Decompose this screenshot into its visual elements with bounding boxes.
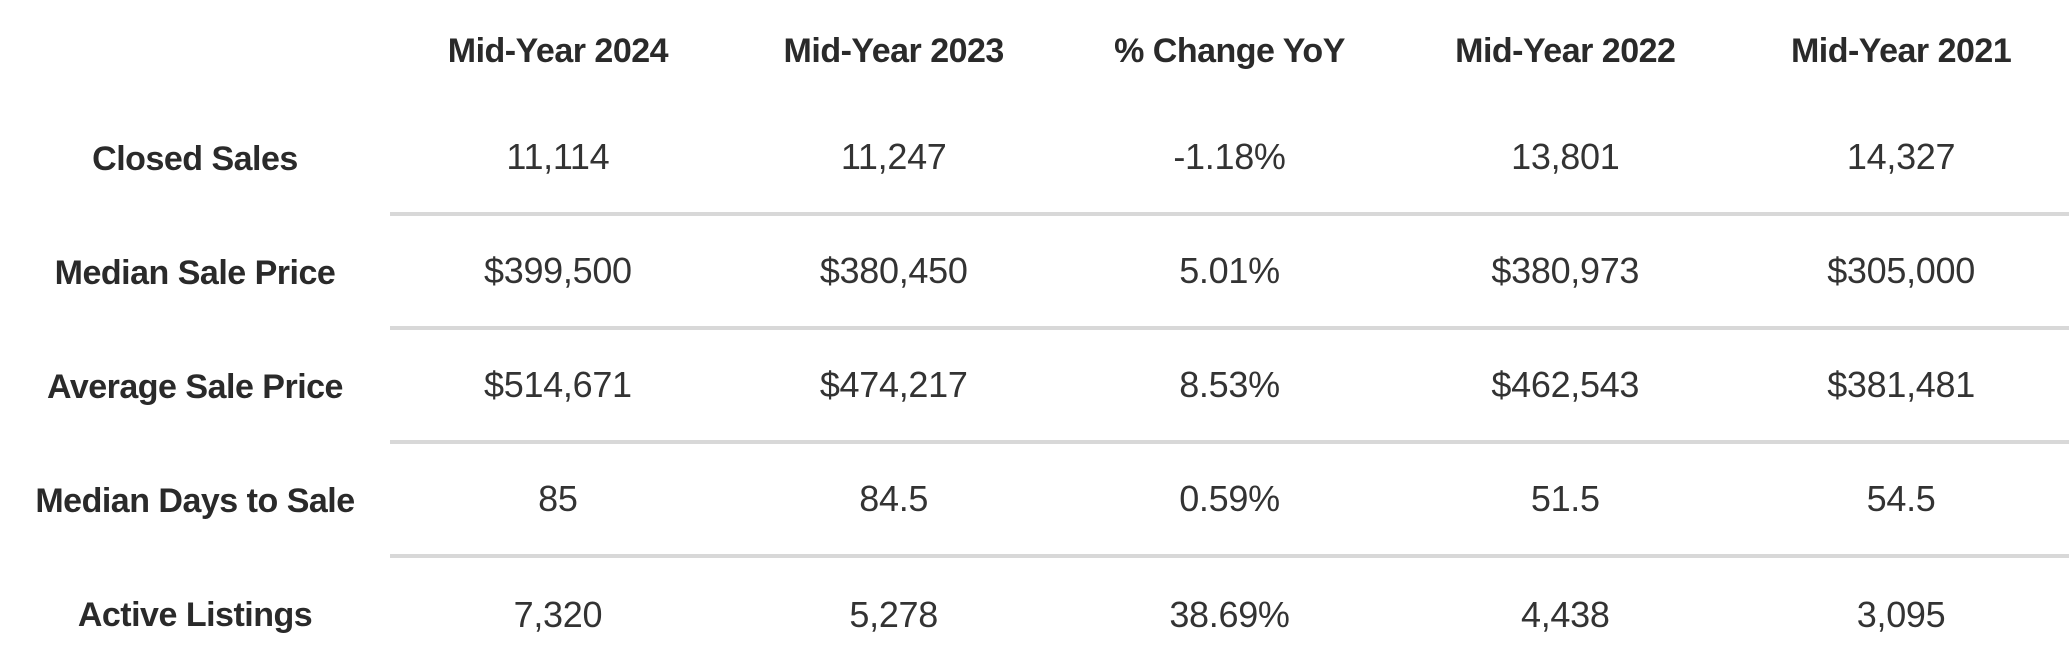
row-label-active-listings: Active Listings bbox=[77, 595, 313, 634]
table-cell: 14,327 bbox=[1733, 102, 2069, 216]
table-cell: 4,438 bbox=[1520, 594, 1610, 635]
table-cell: 13,801 bbox=[1397, 102, 1734, 216]
table-cell: $381,481 bbox=[1733, 330, 2069, 444]
table-cell: 11,114 bbox=[390, 102, 726, 216]
table-cell: 5.01% bbox=[1061, 216, 1398, 330]
table-cell: $380,973 bbox=[1397, 216, 1734, 330]
table-cell: 84.5 bbox=[725, 444, 1062, 558]
table-cell: $462,543 bbox=[1397, 330, 1734, 444]
table-cell: $380,450 bbox=[725, 216, 1062, 330]
table-cell: 54.5 bbox=[1733, 444, 2069, 558]
table-cell: 3,095 bbox=[1856, 594, 1946, 635]
column-header-mid-year-2022: Mid-Year 2022 bbox=[1455, 31, 1676, 70]
row-label-closed-sales: Closed Sales bbox=[92, 139, 298, 178]
table-cell: 0.59% bbox=[1061, 444, 1398, 558]
column-header-mid-year-2023: Mid-Year 2023 bbox=[783, 31, 1005, 70]
table-cell: $474,217 bbox=[725, 330, 1062, 444]
row-label-average-sale-price: Average Sale Price bbox=[47, 367, 343, 406]
table-cell: 85 bbox=[390, 444, 726, 558]
table-cell: $305,000 bbox=[1733, 216, 2069, 330]
table-cell: $514,671 bbox=[390, 330, 726, 444]
table-cell: 5,278 bbox=[849, 594, 938, 635]
row-label-median-sale-price: Median Sale Price bbox=[54, 253, 336, 292]
table-cell: $399,500 bbox=[390, 216, 726, 330]
table-cell: 51.5 bbox=[1397, 444, 1734, 558]
table-cell: -1.18% bbox=[1061, 102, 1398, 216]
table-cell: 8.53% bbox=[1061, 330, 1398, 444]
table-cell: 7,320 bbox=[513, 594, 603, 635]
column-header-mid-year-2021: Mid-Year 2021 bbox=[1790, 31, 2012, 70]
table-cell: 38.69% bbox=[1169, 594, 1290, 635]
corner-cell bbox=[0, 0, 390, 102]
column-header-pct-change-yoy: % Change YoY bbox=[1114, 31, 1345, 70]
row-label-median-days-to-sale: Median Days to Sale bbox=[35, 481, 355, 520]
column-header-mid-year-2024: Mid-Year 2024 bbox=[447, 31, 669, 70]
table-cell: 11,247 bbox=[725, 102, 1062, 216]
